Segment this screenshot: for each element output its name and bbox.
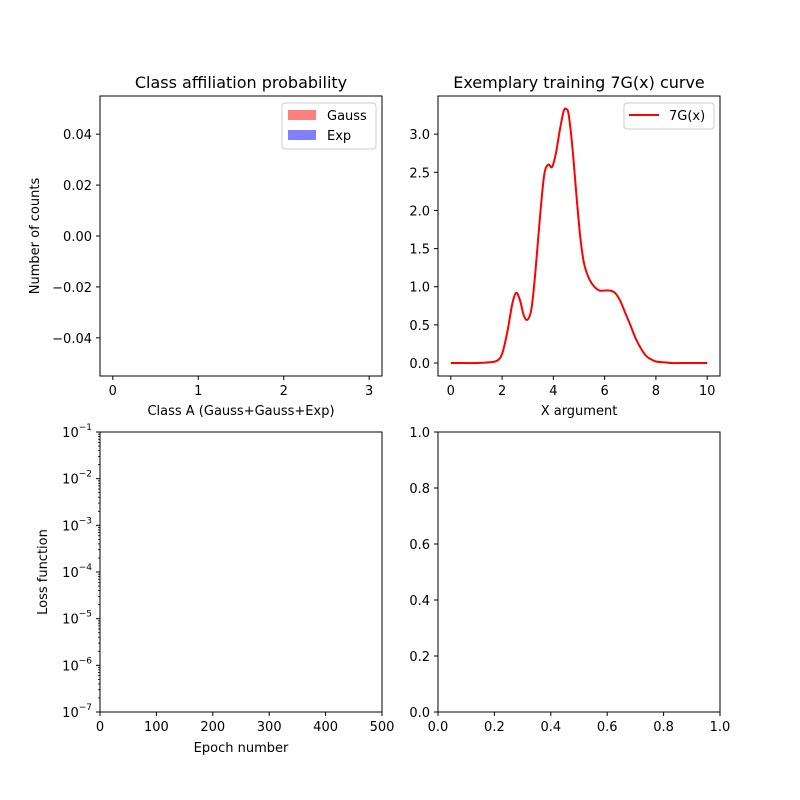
- x-tick-label: 2: [280, 384, 288, 399]
- y-tick-label: 0.0: [409, 357, 430, 372]
- y-tick-label: 10−5: [62, 610, 92, 628]
- x-tick-label: 2: [498, 384, 506, 399]
- y-tick-label: 10−4: [62, 563, 92, 581]
- chart-title: Class affiliation probability: [135, 73, 347, 92]
- y-tick-label: 10−2: [62, 470, 92, 488]
- axes-frame: [437, 431, 721, 713]
- legend-swatch-gauss: [288, 110, 316, 120]
- x-tick-label: 10: [699, 384, 716, 399]
- y-tick-label: 0.00: [63, 230, 92, 245]
- axes-frame: [99, 431, 383, 713]
- y-tick-label: 0.5: [409, 319, 430, 334]
- legend-label-7gx: 7G(x): [669, 109, 705, 124]
- y-tick-label: 3.0: [409, 128, 430, 143]
- legend-swatch-exp: [288, 130, 316, 140]
- legend-label-gauss: Gauss: [327, 109, 367, 124]
- y-tick-label: 0.02: [63, 179, 92, 194]
- panel-loss: 0 100 200 300 400 500 10−7 10−6 10−5 10−4 10−3 10−2…: [36, 423, 394, 756]
- y-tick-label: 0.8: [409, 482, 430, 497]
- y-tick-label: 0.6: [409, 538, 430, 553]
- x-tick-label: 400: [313, 720, 338, 735]
- legend-label-exp: Exp: [327, 129, 351, 144]
- y-axis-label: Number of counts: [28, 178, 43, 295]
- y-tick-label: 0.4: [409, 594, 430, 609]
- x-tick-label: 1: [194, 384, 202, 399]
- series-line-7gx: [450, 107, 708, 365]
- x-tick-label: 300: [257, 720, 282, 735]
- y-tick-label: 1.0: [409, 281, 430, 296]
- x-tick-label: 0.0: [428, 720, 449, 735]
- x-tick-label: 0: [96, 720, 104, 735]
- tick-group: 0 100 200 300 400 500 10−7 10−6 10−5 10−4 10−3 10−2…: [62, 423, 394, 735]
- y-tick-label: 10−1: [62, 423, 92, 441]
- x-tick-label: 0.2: [484, 720, 505, 735]
- y-tick-label: 10−7: [62, 703, 92, 721]
- x-tick-label: 200: [200, 720, 225, 735]
- x-tick-label: 0: [109, 384, 117, 399]
- x-tick-label: 6: [600, 384, 608, 399]
- tick-group: 0 1 2 3 −0.04 −0.02 0.00 0.02 0.04: [52, 128, 373, 399]
- y-tick-label: 2.5: [409, 166, 430, 181]
- panel-training-curve: 0 2 4 6 8 10 0.0 0.5 1.0 1.5 2.0 2.5 3.0 Exemplary t…: [409, 73, 721, 419]
- y-tick-label: −0.02: [52, 281, 92, 296]
- x-tick-label: 100: [144, 720, 169, 735]
- x-tick-label: 0.8: [653, 720, 674, 735]
- y-tick-label: 10−6: [62, 656, 92, 674]
- x-tick-label: 1.0: [710, 720, 731, 735]
- axes-frame: [437, 95, 721, 377]
- x-tick-label: 500: [370, 720, 395, 735]
- legend-box: [623, 102, 715, 130]
- y-tick-label: −0.04: [52, 332, 92, 347]
- x-tick-label: 3: [365, 384, 373, 399]
- y-tick-label: 1.5: [409, 243, 430, 258]
- legend: 7G(x): [623, 102, 715, 130]
- x-tick-label: 0.4: [540, 720, 561, 735]
- y-tick-label: 0.0: [409, 706, 430, 721]
- y-tick-label: 2.0: [409, 204, 430, 219]
- x-tick-label: 0.6: [597, 720, 618, 735]
- chart-title: Exemplary training 7G(x) curve: [453, 73, 705, 92]
- tick-group: 0 2 4 6 8 10 0.0 0.5 1.0 1.5 2.0 2.5 3.0: [409, 128, 715, 399]
- x-tick-label: 8: [652, 384, 660, 399]
- tick-group: 0.0 0.2 0.4 0.6 0.8 1.0 0.0 0.2 0.4 0.6 0.8 1.0: [409, 426, 730, 735]
- x-axis-label: Epoch number: [194, 741, 289, 756]
- y-tick-label: 1.0: [409, 426, 430, 441]
- x-axis-label: X argument: [541, 404, 618, 419]
- legend: Gauss Exp: [281, 102, 377, 150]
- y-tick-label: 10−3: [62, 516, 92, 534]
- panel-class-affiliation: 0 1 2 3 −0.04 −0.02 0.00 0.02 0.04 Class affilia…: [28, 73, 383, 419]
- x-tick-label: 4: [549, 384, 557, 399]
- x-axis-label: Class A (Gauss+Gauss+Exp): [147, 404, 334, 419]
- y-tick-label: 0.2: [409, 650, 430, 665]
- x-tick-label: 0: [447, 384, 455, 399]
- panel-empty: 0.0 0.2 0.4 0.6 0.8 1.0 0.0 0.2 0.4 0.6 0.8 1.0: [409, 426, 730, 735]
- y-tick-label: 0.04: [63, 128, 92, 143]
- y-axis-label: Loss function: [36, 529, 51, 615]
